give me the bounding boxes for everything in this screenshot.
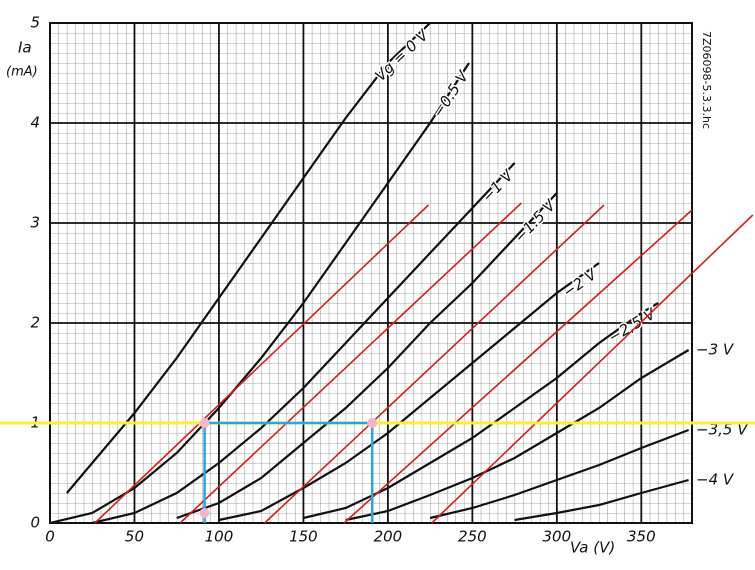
curve-label: −4 V [696, 471, 735, 489]
x-tick-label: 50 [125, 528, 144, 546]
guide-line [203, 421, 374, 523]
y-tick-label: 5 [30, 14, 40, 32]
x-tick-label: 250 [458, 528, 487, 546]
load-line [343, 209, 693, 524]
x-tick-label: 200 [374, 528, 403, 546]
curve [345, 349, 690, 522]
curve [66, 23, 431, 494]
x-tick-label: 0 [45, 528, 55, 546]
x-tick-label: 300 [543, 528, 572, 546]
curve [91, 162, 516, 523]
y-axis-unit: (mA) [6, 65, 38, 80]
x-tick-label: 350 [627, 528, 656, 546]
curve [176, 192, 558, 520]
y-tick-label: 3 [30, 214, 40, 232]
curve [429, 428, 689, 520]
load-line [431, 214, 754, 524]
marker [199, 418, 210, 428]
load-line [264, 204, 605, 524]
y-axis-label: Ia [18, 39, 32, 57]
y-tick-label: 4 [30, 114, 40, 132]
load-line [179, 202, 522, 524]
load-line [94, 204, 429, 524]
curve [50, 62, 470, 523]
curve-label: −3 V [696, 341, 735, 359]
marker [199, 508, 210, 518]
x-tick-label: 100 [205, 528, 234, 546]
curve [218, 262, 600, 522]
curve [514, 478, 689, 522]
figure-code: 7Z06098-5.3.3.hc [700, 31, 713, 129]
y-tick-label: 2 [30, 314, 40, 332]
y-tick-label: 0 [30, 514, 40, 532]
marker [367, 418, 378, 428]
curve-label: −3,5 V [696, 421, 749, 439]
x-tick-label: 150 [289, 528, 318, 546]
x-axis-label: Va (V) [570, 539, 615, 557]
